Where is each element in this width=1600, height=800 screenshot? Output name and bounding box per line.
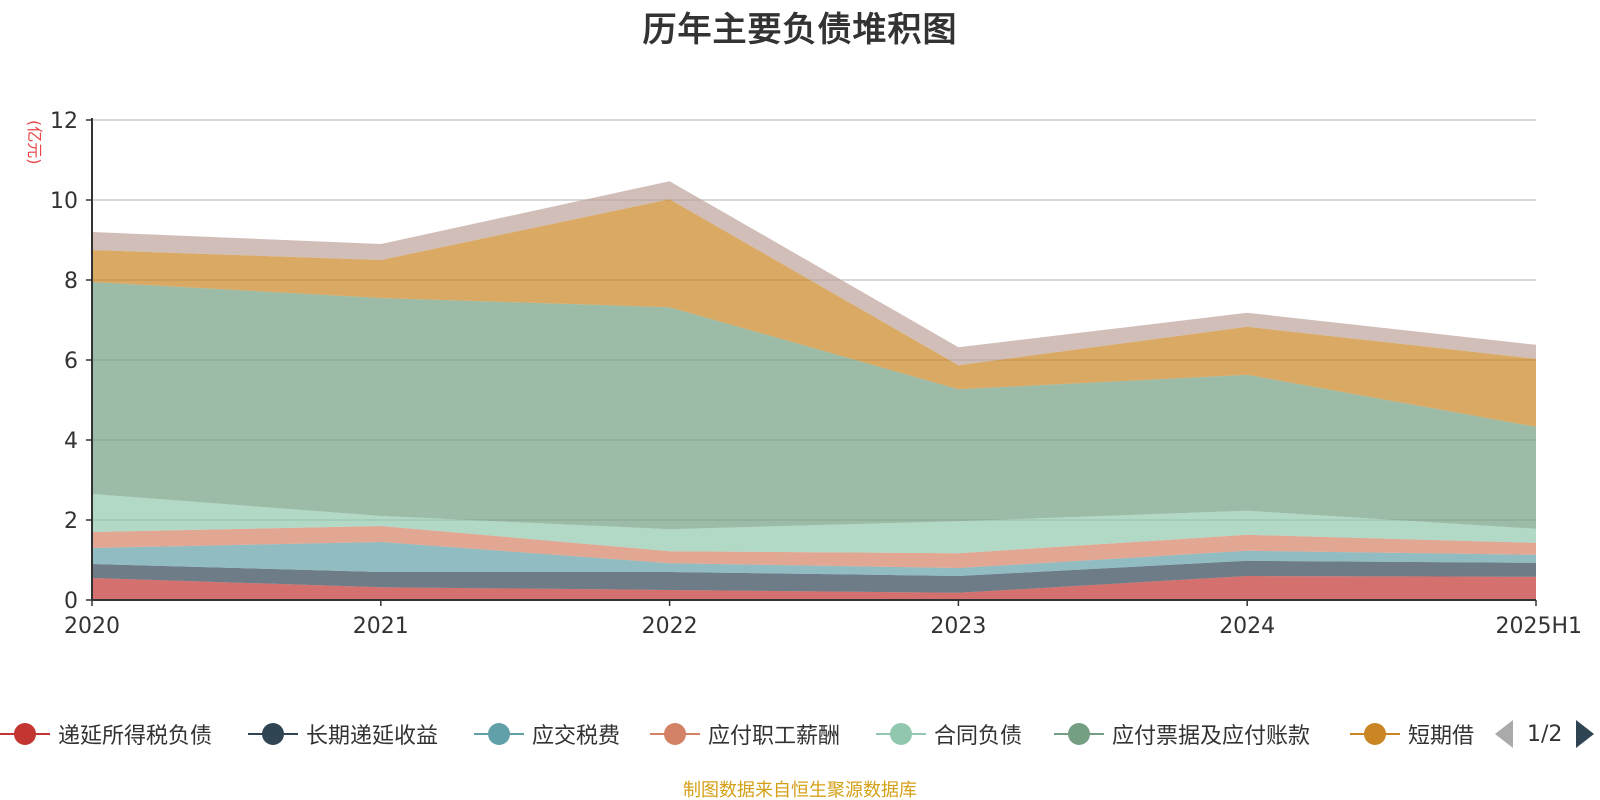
y-tick-label: 0 <box>64 589 78 614</box>
x-tick-label: 2022 <box>642 614 698 639</box>
legend-label: 合同负债 <box>934 724 1023 749</box>
area-series-3 <box>92 542 1536 576</box>
stacked-area-chart: 0 2 4 6 8 10 12 2020 2021 2022 2023 2024 2025H1 <box>50 109 1582 639</box>
legend-marker-icon <box>248 716 298 752</box>
x-tick-label: 2025H1 <box>1495 614 1582 639</box>
legend-item[interactable]: 长期递延收益 <box>248 716 438 752</box>
area-series-8 <box>92 181 1536 366</box>
y-tick-label: 6 <box>64 349 78 374</box>
legend-item[interactable]: 应付职工薪酬 <box>650 716 840 752</box>
legend-marker-icon <box>1054 716 1104 752</box>
y-tick-label: 10 <box>50 189 78 214</box>
x-tick-label: 2021 <box>353 614 409 639</box>
y-axis-unit-label: (亿元) <box>25 120 44 165</box>
area-series-4 <box>92 526 1536 568</box>
chart-title: 历年主要负债堆积图 <box>642 10 958 50</box>
legend-marker-icon <box>876 716 926 752</box>
area-series-1 <box>92 576 1536 600</box>
legend-item[interactable]: 递延所得税负债 <box>0 716 212 752</box>
legend-page-indicator: 1/2 <box>1527 721 1563 747</box>
legend-next-page-icon[interactable] <box>1576 720 1595 748</box>
chart-legend: 递延所得税负债 长期递延收益 应交税费 应付职工薪酬 合同负债 应付票据及应付账款 短期借 <box>0 716 1600 756</box>
legend-marker-icon <box>650 716 700 752</box>
legend-label: 递延所得税负债 <box>58 724 213 749</box>
legend-label: 应付职工薪酬 <box>708 724 841 749</box>
legend-marker-dot <box>664 723 686 745</box>
y-tick-label: 8 <box>64 269 78 294</box>
area-series-7 <box>92 199 1536 427</box>
legend-marker-dot <box>488 723 510 745</box>
legend-label: 长期递延收益 <box>306 724 439 749</box>
legend-label: 应交税费 <box>532 724 621 749</box>
legend-marker-dot <box>262 723 284 745</box>
area-series-6 <box>92 282 1536 530</box>
legend-item[interactable]: 合同负债 <box>876 716 1022 752</box>
legend-label: 应付票据及应付账款 <box>1112 724 1311 749</box>
legend-marker-dot <box>14 723 36 745</box>
legend-prev-page-icon[interactable] <box>1495 720 1513 748</box>
legend-marker-dot <box>1364 723 1386 745</box>
legend-label: 短期借 <box>1408 724 1475 749</box>
legend-pager: 1/2 <box>1495 716 1595 752</box>
y-tick-label: 4 <box>64 429 78 454</box>
area-series-2 <box>92 560 1536 593</box>
legend-item[interactable]: 应交税费 <box>474 716 620 752</box>
y-tick-label: 2 <box>64 509 78 534</box>
legend-item[interactable]: 应付票据及应付账款 <box>1054 716 1310 752</box>
x-tick-label: 2020 <box>64 614 120 639</box>
legend-marker-dot <box>1068 723 1090 745</box>
legend-marker-dot <box>890 723 912 745</box>
legend-marker-icon <box>0 716 50 752</box>
legend-marker-icon <box>474 716 524 752</box>
x-tick-label: 2023 <box>930 614 986 639</box>
legend-item[interactable]: 短期借 <box>1350 716 1474 752</box>
legend-marker-icon <box>1350 716 1400 752</box>
data-source-note: 制图数据来自恒生聚源数据库 <box>683 780 917 800</box>
x-tick-label: 2024 <box>1219 614 1275 639</box>
y-tick-label: 12 <box>50 109 78 134</box>
area-series-5 <box>92 494 1536 554</box>
